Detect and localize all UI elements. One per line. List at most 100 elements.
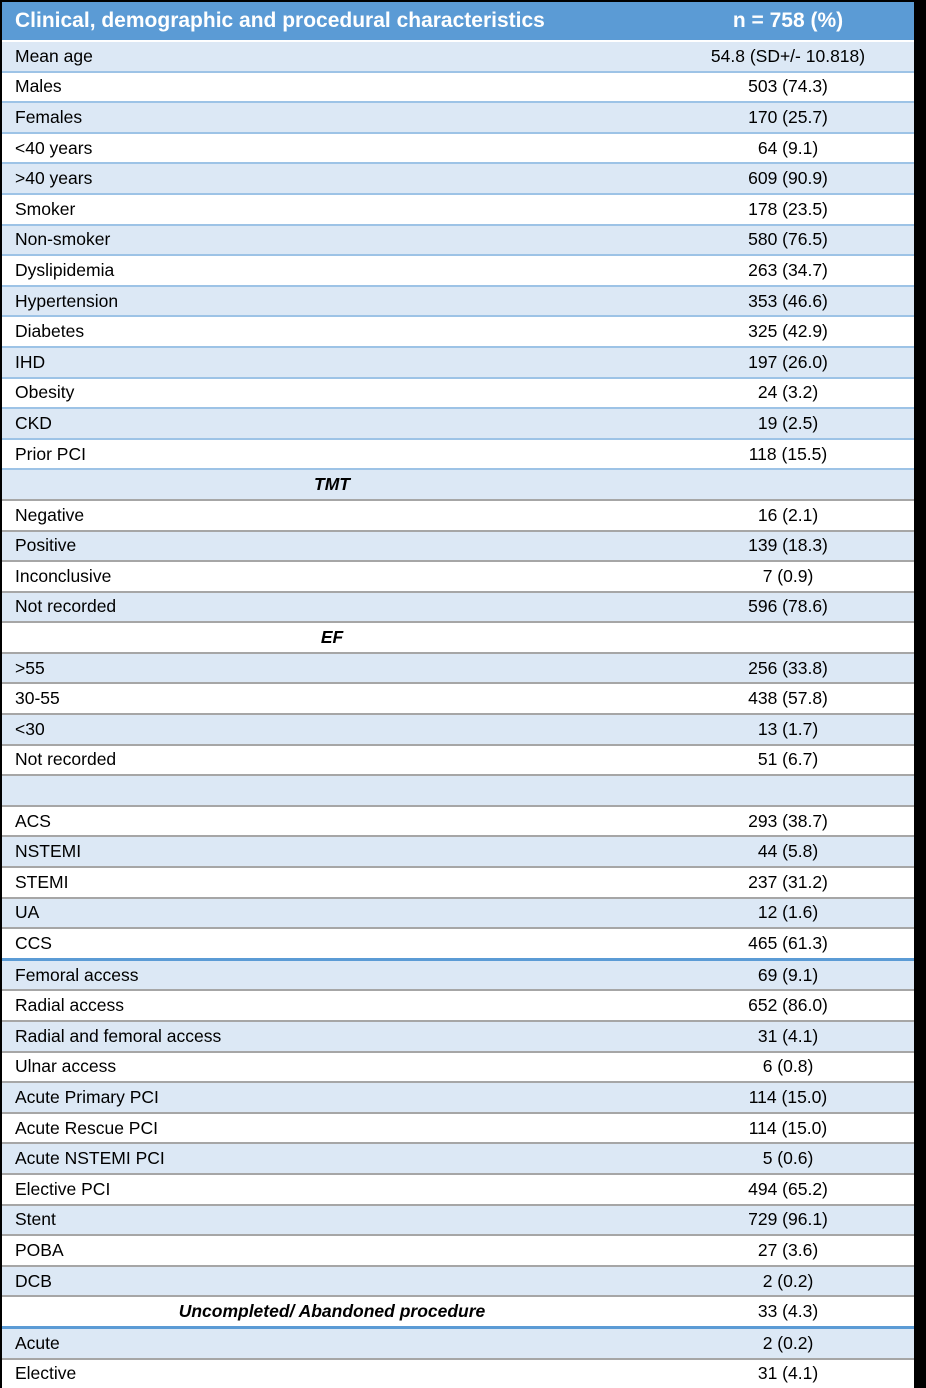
row-value: 31 (4.1) [662,1357,914,1388]
row-value: 178 (23.5) [662,192,914,225]
row-label: Femoral access [2,957,662,991]
row-label: UA [2,896,662,929]
table-row: >55 256 (33.8) [2,651,914,684]
table-row: Males 503 (74.3) [2,70,914,103]
row-value: 24 (3.2) [662,376,914,409]
row-label: Diabetes [2,315,662,347]
table-row: Acute 2 (0.2) [2,1325,914,1359]
row-label: <40 years [2,131,662,164]
row-label: CKD [2,407,662,439]
header-title: Clinical, demographic and procedural cha… [2,2,662,42]
row-label: Elective PCI [2,1172,662,1205]
row-value: 54.8 (SD+/- 10.818) [662,41,914,72]
row-value: 729 (96.1) [662,1203,914,1236]
row-label: Hypertension [2,284,662,317]
table-row: Hypertension 353 (46.6) [2,284,914,317]
table-row: Mean age 54.8 (SD+/- 10.818) [2,41,914,72]
table-row: Non-smoker 580 (76.5) [2,223,914,256]
row-label: EF [2,621,662,653]
row-value: 31 (4.1) [662,1020,914,1052]
row-label: DCB [2,1264,662,1297]
table-row: DCB 2 (0.2) [2,1264,914,1297]
row-label: Females [2,101,662,133]
table-row: Inconclusive 7 (0.9) [2,560,914,592]
row-value: 13 (1.7) [662,713,914,745]
row-value: 263 (34.7) [662,254,914,286]
row-label: Non-smoker [2,223,662,256]
row-value: 353 (46.6) [662,284,914,317]
row-label: Dyslipidemia [2,254,662,286]
table-row: Acute Primary PCI 114 (15.0) [2,1081,914,1113]
table-row: POBA 27 (3.6) [2,1234,914,1266]
table-row: IHD 197 (26.0) [2,345,914,378]
row-label: Acute [2,1325,662,1359]
row-label: Prior PCI [2,437,662,470]
table-row: Elective 31 (4.1) [2,1357,914,1388]
table-row: >40 years 609 (90.9) [2,162,914,194]
row-value: 69 (9.1) [662,957,914,991]
row-label: Stent [2,1203,662,1236]
table-row: Acute NSTEMI PCI 5 (0.6) [2,1142,914,1174]
row-label: Negative [2,498,662,531]
row-label: Uncompleted/ Abandoned procedure [2,1295,662,1328]
row-value: 580 (76.5) [662,223,914,256]
table-row: CCS 465 (61.3) [2,927,914,960]
table-row: NSTEMI 44 (5.8) [2,835,914,868]
section-row: EF [2,621,914,653]
row-value: 6 (0.8) [662,1050,914,1083]
row-value: 118 (15.5) [662,437,914,470]
row-label: CCS [2,927,662,960]
row-value: 27 (3.6) [662,1234,914,1266]
row-value: 197 (26.0) [662,345,914,378]
section-row: Uncompleted/ Abandoned procedure 33 (4.3) [2,1295,914,1328]
row-value: 12 (1.6) [662,896,914,929]
row-value: 114 (15.0) [662,1081,914,1113]
table-row: STEMI 237 (31.2) [2,866,914,898]
table-row: Negative 16 (2.1) [2,498,914,531]
row-label: IHD [2,345,662,378]
table-row: Prior PCI 118 (15.5) [2,437,914,470]
row-value: 609 (90.9) [662,162,914,194]
row-label: Acute Rescue PCI [2,1111,662,1144]
table-row: Ulnar access 6 (0.8) [2,1050,914,1083]
row-value: 51 (6.7) [662,743,914,776]
table-row: UA 12 (1.6) [2,896,914,929]
row-label: >40 years [2,162,662,194]
section-row: TMT [2,468,914,500]
table-row: <30 13 (1.7) [2,713,914,745]
table-row: Not recorded 596 (78.6) [2,590,914,623]
row-label: POBA [2,1234,662,1266]
table-row: ACS 293 (38.7) [2,804,914,837]
row-value: 7 (0.9) [662,560,914,592]
table-row: Diabetes 325 (42.9) [2,315,914,347]
row-label: Radial and femoral access [2,1020,662,1052]
table-body: Mean age 54.8 (SD+/- 10.818) Males 503 (74.… [2,41,914,1388]
table-row: Females 170 (25.7) [2,101,914,133]
row-value: 64 (9.1) [662,131,914,164]
row-value [662,774,914,806]
table-header: Clinical, demographic and procedural cha… [2,2,914,42]
row-label: ACS [2,804,662,837]
row-value: 293 (38.7) [662,804,914,837]
row-value: 2 (0.2) [662,1264,914,1297]
row-value: 2 (0.2) [662,1325,914,1359]
row-value: 652 (86.0) [662,989,914,1021]
table-row: <40 years 64 (9.1) [2,131,914,164]
table-row: Elective PCI 494 (65.2) [2,1172,914,1205]
row-value: 237 (31.2) [662,866,914,898]
row-value: 325 (42.9) [662,315,914,347]
row-label [2,774,662,806]
table-row: 30-55 438 (57.8) [2,682,914,715]
row-label: Radial access [2,989,662,1021]
row-value: 256 (33.8) [662,651,914,684]
row-value: 114 (15.0) [662,1111,914,1144]
row-label: Not recorded [2,743,662,776]
row-label: Smoker [2,192,662,225]
table-row: Not recorded 51 (6.7) [2,743,914,776]
row-label: Males [2,70,662,103]
row-label: 30-55 [2,682,662,715]
table-row: Smoker 178 (23.5) [2,192,914,225]
table-row: Radial access 652 (86.0) [2,989,914,1021]
row-label: <30 [2,713,662,745]
row-label: Mean age [2,41,662,72]
